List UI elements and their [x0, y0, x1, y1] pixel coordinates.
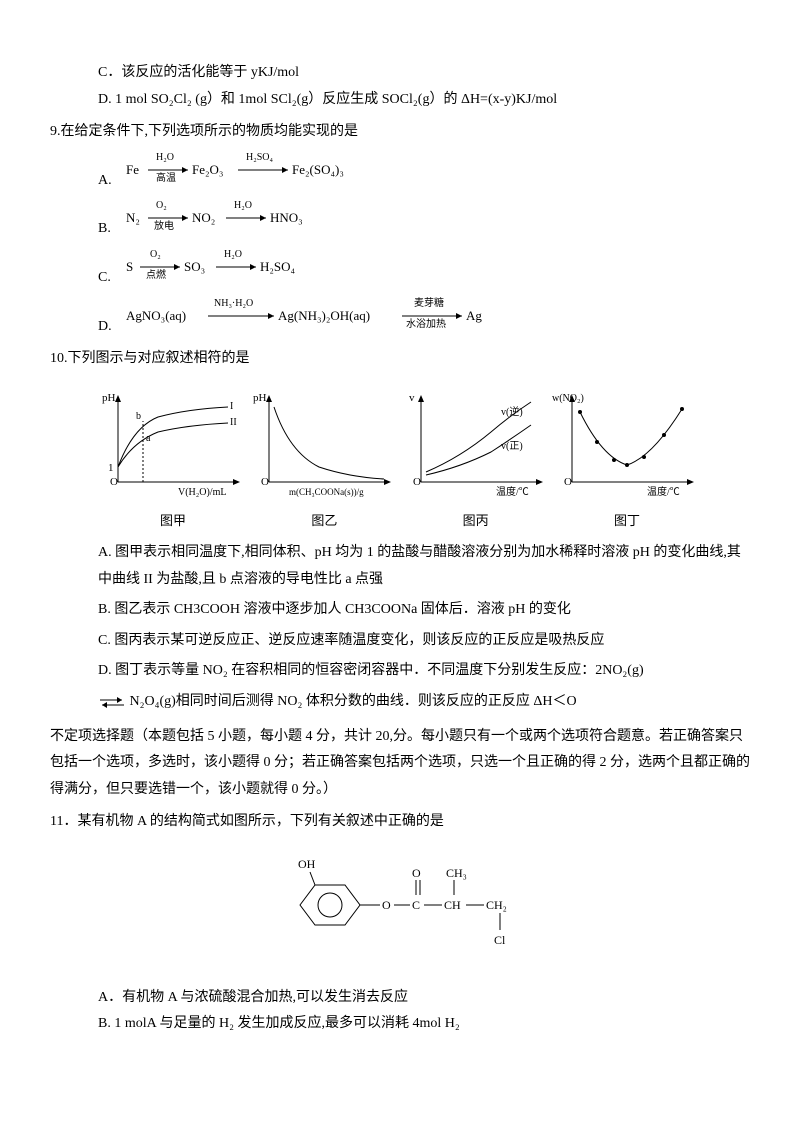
q11-stem: 11．某有机物 A 的结构简式如图所示，下列有关叙述中正确的是 — [50, 809, 750, 836]
svg-text:O₂: O₂ — [156, 200, 167, 211]
svg-text:H₂SO₄: H₂SO₄ — [260, 259, 296, 274]
chart-caption: 图甲 — [98, 509, 248, 534]
svg-text:O: O — [261, 476, 269, 488]
svg-text:CH: CH — [444, 898, 461, 912]
svg-text:Fe₂O₃: Fe₂O₃ — [192, 162, 223, 177]
q10-option-c: C. 图丙表示某可逆反应正、逆反应速率随温度变化，则该反应的正反应是吸热反应 — [98, 628, 750, 655]
q9-stem: 9.在给定条件下,下列选项所示的物质均能实现的是 — [50, 119, 750, 146]
svg-text:Fe₂(SO₄)₃: Fe₂(SO₄)₃ — [292, 162, 344, 177]
svg-text:Ag(NH₃)₂OH(aq): Ag(NH₃)₂OH(aq) — [278, 308, 370, 323]
svg-text:H₂O: H₂O — [234, 200, 252, 211]
svg-text:Cl: Cl — [494, 933, 506, 947]
q11-option-b: B. 1 molA 与足量的 H₂ 发生加成反应,最多可以消耗 4mol H₂ — [98, 1011, 750, 1038]
svg-text:NH₃·H₂O: NH₃·H₂O — [214, 298, 253, 309]
section-instructions: 不定项选择题（本题包括 5 小题，每小题 4 分，共计 20,分。每小题只有一个… — [50, 724, 750, 804]
svg-text:高温: 高温 — [156, 171, 176, 184]
q10-charts: pH V(H₂O)/mL 1 I II a b O 图甲 pH m(CH₃COO… — [98, 387, 702, 534]
svg-text:b: b — [136, 411, 141, 422]
svg-text:温度/℃: 温度/℃ — [647, 485, 680, 497]
option-label: C. — [98, 265, 120, 292]
svg-text:CH₂: CH₂ — [486, 898, 507, 912]
q9-option-b: B. N₂ O₂ 放电 NO₂ H₂O HNO₃ — [98, 198, 750, 243]
svg-text:v(正): v(正) — [501, 441, 523, 452]
chart-jia: pH V(H₂O)/mL 1 I II a b O 图甲 — [98, 387, 248, 534]
chart-yi: pH m(CH₃COONa(s))/g O 图乙 — [249, 387, 399, 534]
svg-text:水浴加热: 水浴加热 — [406, 317, 446, 330]
svg-text:O: O — [413, 476, 421, 488]
svg-text:O₂: O₂ — [150, 249, 161, 260]
chart-ding: w(NO₂) 温度/℃ O 图丁 — [552, 387, 702, 534]
svg-text:温度/℃: 温度/℃ — [496, 485, 529, 497]
chart-caption: 图丙 — [401, 509, 551, 534]
q10-option-b: B. 图乙表示 CH3COOH 溶液中逐步加人 CH3COONa 固体后．溶液 … — [98, 597, 750, 624]
equilibrium-icon — [98, 696, 126, 708]
chart-caption: 图丁 — [552, 509, 702, 534]
svg-text:pH: pH — [102, 392, 116, 404]
reaction-diagram-icon: AgNO₃(aq) NH₃·H₂O Ag(NH₃)₂OH(aq) 麦芽糖 水浴加… — [126, 296, 546, 341]
svg-text:V(H₂O)/mL: V(H₂O)/mL — [178, 487, 226, 497]
svg-text:a: a — [146, 433, 151, 444]
q11-structure-diagram: OH O C O CH CH₃ CH₂ Cl — [50, 850, 750, 971]
q10-d-text: N₂O₄(g)相同时间后测得 NO₂ 体积分数的曲线．则该反应的正反应 ΔH＜O — [130, 694, 577, 709]
q8-option-d: D. 1 mol SO₂Cl₂ (g）和 1mol SCl₂(g）反应生成 SO… — [98, 87, 750, 114]
q9-option-a: A. Fe H₂O 高温 Fe₂O₃ H₂SO₄ Fe₂(SO₄)₃ — [98, 150, 750, 195]
q10-option-d-line1: D. 图丁表示等量 NO₂ 在容积相同的恒容密闭容器中．不同温度下分别发生反应：… — [98, 658, 750, 685]
svg-text:m(CH₃COONa(s))/g: m(CH₃COONa(s))/g — [289, 487, 364, 497]
option-label: A. — [98, 168, 120, 195]
q10-option-d-line2: N₂O₄(g)相同时间后测得 NO₂ 体积分数的曲线．则该反应的正反应 ΔH＜O — [98, 689, 750, 716]
q9-option-c: C. S O₂ 点燃 SO₃ H₂O H₂SO₄ — [98, 247, 750, 292]
svg-text:H₂O: H₂O — [224, 249, 242, 260]
svg-text:O: O — [412, 866, 421, 880]
q9-option-d: D. AgNO₃(aq) NH₃·H₂O Ag(NH₃)₂OH(aq) 麦芽糖 … — [98, 296, 750, 341]
svg-text:C: C — [412, 898, 420, 912]
svg-text:O: O — [564, 476, 572, 488]
svg-text:HNO₃: HNO₃ — [270, 210, 303, 225]
svg-text:点燃: 点燃 — [146, 268, 166, 281]
svg-text:v(逆): v(逆) — [501, 405, 523, 418]
svg-text:SO₃: SO₃ — [184, 259, 205, 274]
q10-option-a: A. 图甲表示相同温度下,相同体积、pH 均为 1 的盐酸与醋酸溶液分别为加水稀… — [98, 540, 750, 593]
svg-text:放电: 放电 — [154, 219, 174, 232]
q11-option-a: A．有机物 A 与浓硫酸混合加热,可以发生消去反应 — [98, 985, 750, 1012]
svg-text:Ag: Ag — [466, 308, 482, 323]
q8-option-c: C．该反应的活化能等于 yKJ/mol — [98, 60, 750, 87]
chart-bing: v 温度/℃ v(逆) v(正) O 图丙 — [401, 387, 551, 534]
option-label: B. — [98, 216, 120, 243]
reaction-diagram-icon: Fe H₂O 高温 Fe₂O₃ H₂SO₄ Fe₂(SO₄)₃ — [126, 150, 426, 195]
svg-text:麦芽糖: 麦芽糖 — [414, 296, 444, 309]
svg-text:w(NO₂): w(NO₂) — [552, 393, 584, 404]
svg-text:O: O — [110, 476, 118, 488]
svg-text:AgNO₃(aq): AgNO₃(aq) — [126, 308, 186, 323]
svg-text:OH: OH — [298, 857, 316, 871]
svg-text:II: II — [230, 417, 237, 428]
q10-stem: 10.下列图示与对应叙述相符的是 — [50, 346, 750, 373]
chart-caption: 图乙 — [249, 509, 399, 534]
svg-text:I: I — [230, 401, 233, 412]
svg-text:pH: pH — [253, 392, 267, 404]
option-label: D. — [98, 314, 120, 341]
reaction-diagram-icon: S O₂ 点燃 SO₃ H₂O H₂SO₄ — [126, 247, 406, 292]
svg-text:NO₂: NO₂ — [192, 210, 215, 225]
svg-text:CH₃: CH₃ — [446, 866, 467, 880]
reaction-diagram-icon: N₂ O₂ 放电 NO₂ H₂O HNO₃ — [126, 198, 406, 243]
svg-text:H₂O: H₂O — [156, 152, 174, 163]
svg-text:1: 1 — [108, 462, 114, 474]
svg-text:S: S — [126, 259, 133, 274]
svg-text:H₂SO₄: H₂SO₄ — [246, 152, 273, 163]
svg-text:N₂: N₂ — [126, 210, 140, 225]
svg-text:v: v — [409, 392, 415, 404]
svg-text:O: O — [382, 898, 391, 912]
svg-text:Fe: Fe — [126, 162, 139, 177]
